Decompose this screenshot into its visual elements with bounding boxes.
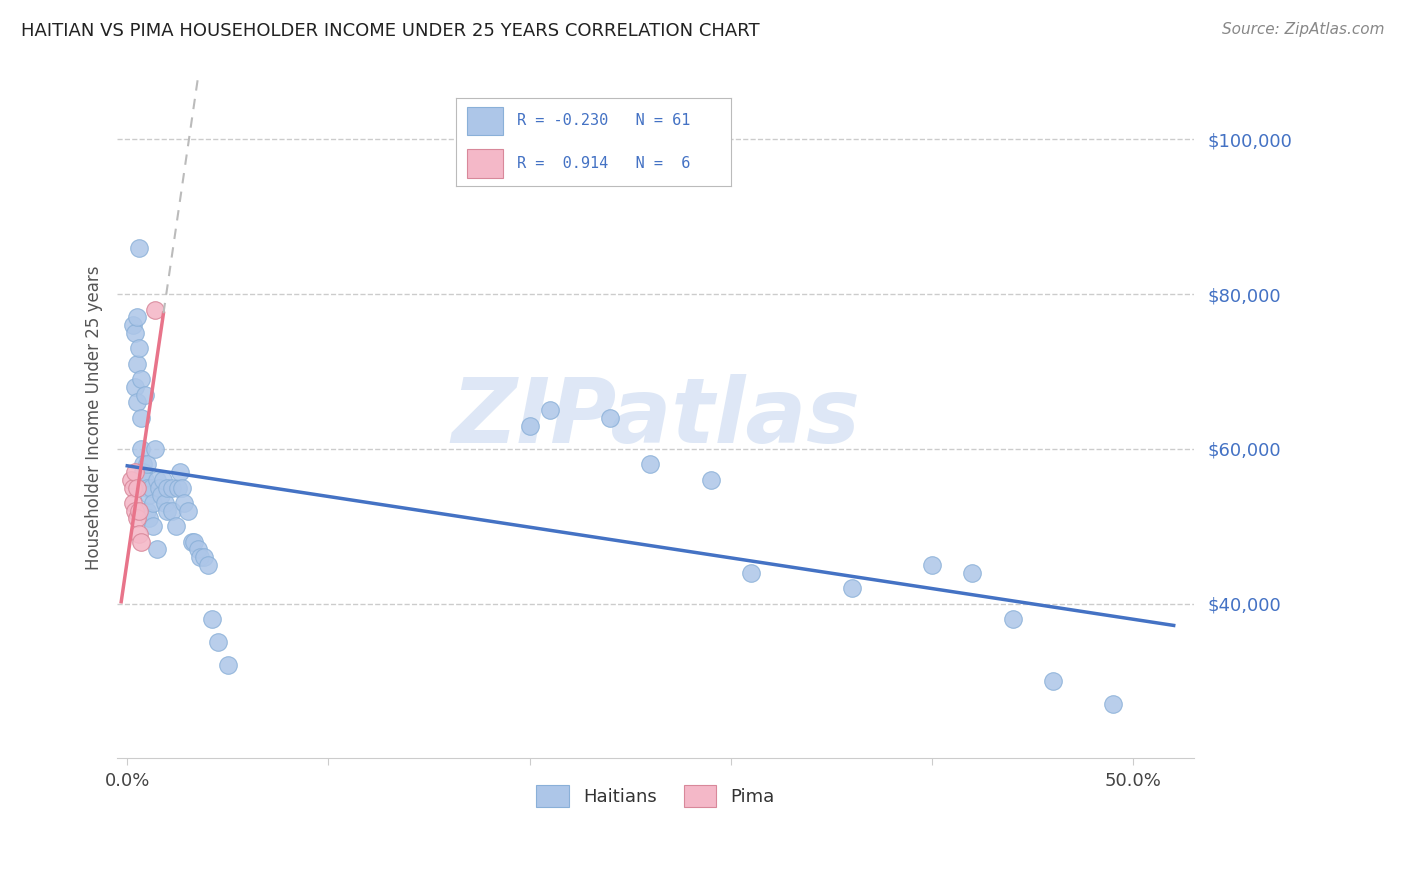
Point — [127, 511, 149, 525]
Point — [128, 341, 150, 355]
Point — [156, 481, 179, 495]
Point — [197, 558, 219, 572]
Point — [142, 496, 165, 510]
Text: Source: ZipAtlas.com: Source: ZipAtlas.com — [1222, 22, 1385, 37]
Point — [201, 612, 224, 626]
Point — [136, 481, 159, 495]
Legend: Haitians, Pima: Haitians, Pima — [529, 778, 782, 814]
Point — [921, 558, 943, 572]
Text: HAITIAN VS PIMA HOUSEHOLDER INCOME UNDER 25 YEARS CORRELATION CHART: HAITIAN VS PIMA HOUSEHOLDER INCOME UNDER… — [21, 22, 759, 40]
Point — [173, 496, 195, 510]
Point — [146, 542, 169, 557]
Point — [132, 458, 155, 472]
Point — [146, 473, 169, 487]
Point — [138, 511, 160, 525]
Point — [124, 504, 146, 518]
Point — [131, 410, 153, 425]
Point — [176, 504, 198, 518]
Point — [128, 527, 150, 541]
Text: ZIPatlas: ZIPatlas — [451, 374, 860, 462]
Point — [1042, 673, 1064, 688]
Point — [127, 481, 149, 495]
Point — [640, 458, 662, 472]
Point — [122, 481, 145, 495]
Point — [183, 534, 205, 549]
Point — [166, 481, 188, 495]
Point — [131, 372, 153, 386]
Point — [131, 442, 153, 456]
Point — [150, 488, 173, 502]
Point — [152, 473, 174, 487]
Point — [160, 504, 183, 518]
Point — [136, 458, 159, 472]
Point — [700, 473, 723, 487]
Point — [128, 241, 150, 255]
Point — [169, 465, 191, 479]
Point — [120, 473, 142, 487]
Point — [148, 481, 170, 495]
Point — [124, 326, 146, 340]
Point — [1102, 697, 1125, 711]
Point — [134, 473, 156, 487]
Point — [156, 504, 179, 518]
Point — [127, 310, 149, 325]
Point — [122, 496, 145, 510]
Point — [127, 357, 149, 371]
Point — [131, 534, 153, 549]
Point — [207, 635, 229, 649]
Point — [187, 542, 209, 557]
Point — [142, 519, 165, 533]
Point — [193, 550, 215, 565]
Point — [145, 442, 167, 456]
Point — [141, 481, 163, 495]
Point — [962, 566, 984, 580]
Point — [170, 481, 193, 495]
Point — [165, 519, 187, 533]
Point — [127, 395, 149, 409]
Point — [138, 488, 160, 502]
Point — [188, 550, 211, 565]
Point — [599, 410, 621, 425]
Y-axis label: Householder Income Under 25 years: Householder Income Under 25 years — [86, 266, 103, 570]
Point — [160, 481, 183, 495]
Point — [217, 658, 239, 673]
Point — [124, 465, 146, 479]
Point — [841, 581, 863, 595]
Point — [155, 496, 177, 510]
Point — [145, 302, 167, 317]
Point — [134, 387, 156, 401]
Point — [132, 465, 155, 479]
Point — [538, 403, 561, 417]
Point — [136, 504, 159, 518]
Point — [180, 534, 202, 549]
Point — [740, 566, 762, 580]
Point — [122, 318, 145, 332]
Point — [519, 418, 541, 433]
Point — [128, 504, 150, 518]
Point — [1001, 612, 1024, 626]
Point — [124, 380, 146, 394]
